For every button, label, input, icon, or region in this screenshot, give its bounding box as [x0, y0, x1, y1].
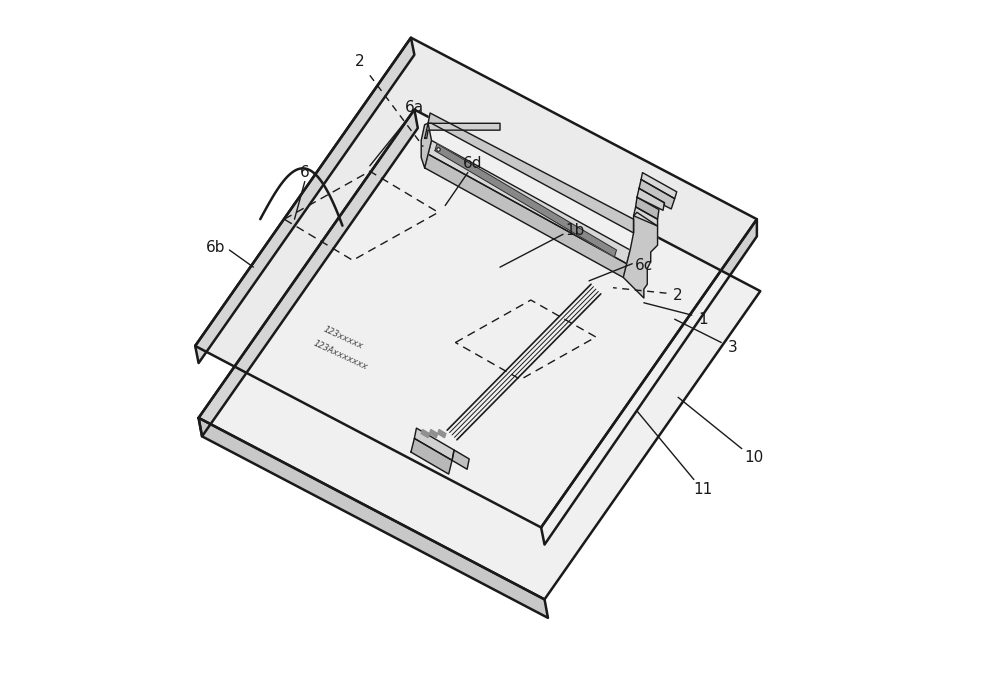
- Text: 2: 2: [673, 288, 683, 303]
- Text: 6a: 6a: [405, 100, 424, 115]
- Polygon shape: [195, 38, 414, 363]
- Polygon shape: [428, 113, 634, 233]
- Polygon shape: [421, 123, 432, 168]
- Polygon shape: [438, 429, 446, 438]
- Polygon shape: [199, 110, 418, 436]
- Polygon shape: [637, 188, 664, 210]
- Text: 1b: 1b: [566, 223, 585, 238]
- Text: 6c: 6c: [635, 258, 653, 273]
- Polygon shape: [452, 450, 469, 469]
- Polygon shape: [411, 438, 452, 474]
- Polygon shape: [428, 140, 630, 264]
- Polygon shape: [541, 219, 757, 545]
- Polygon shape: [639, 179, 675, 209]
- Text: 6b: 6b: [206, 240, 225, 256]
- Text: 6d: 6d: [463, 155, 482, 171]
- Polygon shape: [641, 173, 677, 199]
- Polygon shape: [435, 144, 616, 257]
- Polygon shape: [634, 207, 658, 226]
- Polygon shape: [429, 429, 438, 438]
- Polygon shape: [636, 197, 659, 219]
- Text: 10: 10: [744, 450, 763, 465]
- Polygon shape: [199, 110, 760, 599]
- Text: 3: 3: [728, 340, 738, 356]
- Polygon shape: [421, 429, 429, 438]
- Text: 6: 6: [300, 165, 310, 180]
- Polygon shape: [425, 123, 500, 138]
- Polygon shape: [425, 154, 627, 277]
- Text: 1: 1: [699, 312, 708, 327]
- Text: 123Axxxxxxx: 123Axxxxxxx: [312, 339, 369, 372]
- Polygon shape: [195, 38, 757, 527]
- Text: 11: 11: [693, 482, 712, 497]
- Text: 2: 2: [355, 54, 364, 69]
- Polygon shape: [414, 428, 454, 460]
- Text: 123xxxxx: 123xxxxx: [322, 325, 365, 351]
- Polygon shape: [199, 418, 548, 618]
- Polygon shape: [623, 212, 658, 298]
